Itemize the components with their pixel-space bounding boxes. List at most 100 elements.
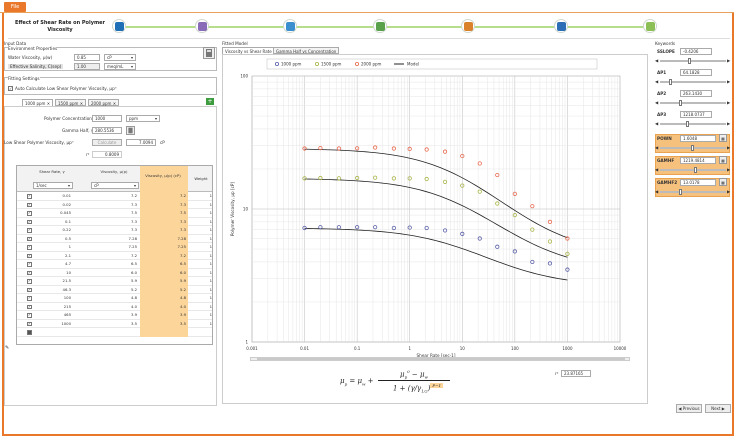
gamma-half-input[interactable]: 280.5536	[92, 127, 122, 134]
slider-thumb[interactable]	[686, 121, 690, 127]
table-cell[interactable]: 46.3	[62, 286, 71, 292]
table-cell[interactable]: 1	[209, 252, 212, 258]
row-include-checkbox[interactable]: ✓	[27, 279, 32, 284]
table-cell[interactable]: 215	[63, 303, 71, 309]
row-include-checkbox[interactable]: ✓	[27, 211, 32, 216]
concentration-tab[interactable]: 1500 ppm ✕	[55, 99, 87, 106]
water-viscosity-input[interactable]: 0.85	[74, 54, 100, 61]
slider-increment-icon[interactable]: ▶	[727, 79, 731, 84]
chart-horizontal-scrollbar[interactable]	[250, 357, 630, 361]
slider-decrement-icon[interactable]: ◀	[655, 100, 659, 105]
slider-thumb[interactable]	[678, 100, 682, 106]
row-include-checkbox[interactable]: ✓	[27, 313, 32, 318]
concentration-tab[interactable]: 2000 ppm ✕	[88, 99, 120, 106]
table-cell[interactable]: 1	[209, 218, 212, 224]
table-cell[interactable]: 0.5	[64, 235, 71, 241]
tab-gamma-half-vs-concentration[interactable]: Gamma Half vs Concentration	[273, 47, 340, 54]
table-cell[interactable]: 1	[209, 235, 212, 241]
table-cell[interactable]: 4.7	[64, 261, 71, 266]
slider-thumb[interactable]	[691, 145, 694, 151]
slider-increment-icon[interactable]: ▶	[727, 167, 731, 172]
workflow-step-4[interactable]	[373, 19, 387, 33]
workflow-step-5[interactable]	[461, 19, 475, 33]
close-icon[interactable]: ✕	[111, 101, 117, 106]
table-cell[interactable]: 1000	[61, 320, 71, 326]
table-cell[interactable]: 4.8	[140, 294, 188, 303]
keyword-slider[interactable]	[660, 121, 726, 127]
table-cell[interactable]: 5.2	[140, 285, 188, 294]
keyword-value-input[interactable]: 64.1828	[680, 69, 712, 76]
effective-salinity-input[interactable]: 1.00	[74, 63, 100, 70]
row-include-checkbox[interactable]: ✓	[27, 253, 32, 258]
table-cell[interactable]: 7.25	[128, 244, 137, 249]
table-cell[interactable]: 1	[209, 261, 212, 266]
gamma-half-calc-button[interactable]	[126, 126, 135, 135]
table-cell[interactable]: 1	[209, 193, 212, 198]
workflow-step-3[interactable]	[283, 19, 297, 33]
table-cell[interactable]: 0.02	[62, 201, 71, 207]
calculate-button[interactable]: Calculate	[92, 139, 122, 146]
table-cell[interactable]: 5.2	[130, 286, 137, 292]
concentration-tab[interactable]: 1000 ppm ✕	[22, 99, 54, 106]
lock-icon[interactable]: ▦	[719, 156, 727, 164]
workflow-step-2[interactable]	[195, 19, 209, 33]
table-cell[interactable]: 3.9	[130, 312, 137, 317]
table-cell[interactable]: 0.1	[64, 218, 71, 224]
keyword-slider[interactable]	[660, 79, 726, 85]
table-cell[interactable]: 7.3	[140, 217, 188, 226]
row-include-checkbox[interactable]: ✓	[27, 219, 32, 224]
close-icon[interactable]: ✕	[78, 101, 84, 106]
table-row[interactable]: ✓ 465 3.9 3.9 1	[17, 311, 212, 320]
slider-thumb[interactable]	[694, 167, 698, 173]
table-cell[interactable]: 7.3	[130, 201, 137, 207]
slider-decrement-icon[interactable]: ◀	[655, 58, 659, 63]
slider-thumb[interactable]	[669, 79, 673, 85]
slider-increment-icon[interactable]: ▶	[727, 189, 731, 194]
slider-thumb[interactable]	[687, 58, 691, 64]
table-cell[interactable]: 5.9	[130, 278, 137, 283]
row-include-checkbox[interactable]: ✓	[27, 236, 32, 241]
table-cell[interactable]: 7.3	[140, 200, 188, 209]
lock-icon[interactable]: ▦	[719, 178, 727, 186]
keyword-slider[interactable]	[660, 167, 726, 173]
table-cell[interactable]	[140, 328, 188, 337]
effective-salinity-unit-select[interactable]: meq/mL ▾	[104, 63, 136, 70]
table-cell[interactable]: 7.5	[140, 209, 188, 218]
row-include-checkbox[interactable]: ✓	[27, 262, 32, 267]
table-row[interactable]: ✓ 215 4.0 4.0 1	[17, 302, 212, 311]
table-row[interactable]: ✓ 100 4.8 4.8 1	[17, 294, 212, 303]
table-cell[interactable]: 0.045	[60, 210, 71, 215]
table-cell[interactable]: 465	[63, 312, 71, 317]
table-row[interactable]: ✓ 0.22 7.3 7.3 1	[17, 226, 212, 235]
table-cell[interactable]: 7.5	[130, 210, 137, 215]
table-cell[interactable]: 21.5	[62, 278, 71, 283]
table-cell[interactable]: 7.28	[140, 234, 188, 243]
row-include-checkbox[interactable]: ✓	[27, 287, 32, 292]
table-cell[interactable]: 7.3	[130, 218, 137, 224]
table-row[interactable]: ✓ 0.02 7.3 7.3 1	[17, 200, 212, 209]
table-cell[interactable]: 7.25	[140, 243, 188, 252]
slider-decrement-icon[interactable]: ◀	[655, 189, 659, 194]
new-row-checkbox[interactable]	[27, 330, 32, 335]
table-cell[interactable]: 7.28	[128, 235, 137, 241]
table-cell[interactable]: 100	[63, 295, 71, 300]
workflow-step-6[interactable]	[554, 19, 568, 33]
table-row[interactable]: ✓ 2.1 7.2 7.2 1	[17, 251, 212, 260]
table-cell[interactable]: 6.5	[140, 260, 188, 269]
keyword-slider[interactable]	[660, 100, 726, 106]
table-row[interactable]: ✓ 0.5 7.28 7.28 1	[17, 234, 212, 243]
workflow-step-7[interactable]	[643, 19, 657, 33]
keyword-slider[interactable]	[660, 58, 726, 64]
row-include-checkbox[interactable]: ✓	[27, 245, 32, 250]
row-include-checkbox[interactable]: ✓	[27, 270, 32, 275]
table-cell[interactable]: 6.0	[130, 269, 137, 275]
table-cell[interactable]: 1	[209, 320, 212, 326]
keyword-slider[interactable]	[660, 145, 726, 151]
viscosity-unit-select[interactable]: cP ▾	[91, 182, 139, 189]
close-icon[interactable]: ✕	[45, 101, 51, 106]
row-include-checkbox[interactable]: ✓	[27, 296, 32, 301]
slider-thumb[interactable]	[678, 189, 682, 195]
slider-decrement-icon[interactable]: ◀	[655, 79, 659, 84]
file-menu-button[interactable]: File	[4, 2, 26, 12]
slider-increment-icon[interactable]: ▶	[727, 100, 731, 105]
